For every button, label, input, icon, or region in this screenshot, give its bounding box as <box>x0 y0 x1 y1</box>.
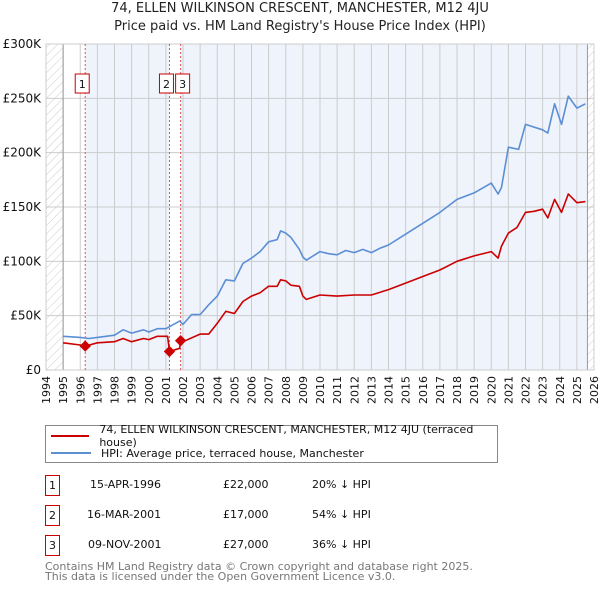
sale-point <box>163 345 176 358</box>
sale-badge: 1 <box>45 475 60 496</box>
x-tick-label: 2018 <box>451 376 464 404</box>
x-tick-label: 2022 <box>520 376 533 404</box>
x-tick-label: 2005 <box>228 376 241 404</box>
sale-date: 15-APR-1996 <box>90 478 162 491</box>
x-tick-label: 2007 <box>263 376 276 404</box>
price-chart: 1 2 3 1994 1995 1996 1997 1998 1999 2000 2001 2002 2… <box>3 37 600 404</box>
footer-copyright: Contains HM Land Registry data © Crown c… <box>45 560 473 573</box>
sale-label-box <box>175 73 191 94</box>
x-tick-label: 2006 <box>246 376 259 404</box>
sale-price: £27,000 <box>223 538 269 551</box>
footer-licence: This data is licensed under the Open Gov… <box>45 570 396 583</box>
sale-date: 16-MAR-2001 <box>87 508 162 521</box>
sale-label: 3 <box>179 78 186 91</box>
legend-label: HPI: Average price, terraced house, Manc… <box>101 446 364 460</box>
x-tick-label: 2011 <box>331 376 344 404</box>
transaction-row: 3 09-NOV-2001 £27,000 36% ↓ HPI <box>45 535 505 556</box>
legend-swatch-property <box>51 435 90 437</box>
legend: 74, ELLEN WILKINSON CRESCENT, MANCHESTER… <box>45 423 498 463</box>
y-tick-label: £150K <box>3 200 43 214</box>
x-tick-label: 1996 <box>74 376 87 404</box>
x-tick-label: 2008 <box>280 376 293 404</box>
x-tick-label: 2002 <box>177 376 190 404</box>
x-tick-label: 2001 <box>160 376 173 404</box>
chart-title: 74, ELLEN WILKINSON CRESCENT, MANCHESTER… <box>111 1 489 16</box>
sale-label-box <box>158 73 174 94</box>
legend-item-property: 74, ELLEN WILKINSON CRESCENT, MANCHESTER… <box>46 423 497 449</box>
sale-hpi-diff: 54% ↓ HPI <box>312 508 371 521</box>
y-tick-label: £250K <box>3 91 43 105</box>
x-tick-label: 2009 <box>297 376 310 404</box>
y-tick-label: £100K <box>3 254 43 268</box>
property-series-line <box>62 193 586 353</box>
x-tick-label: 2019 <box>468 376 481 404</box>
x-tick-label: 2025 <box>571 376 584 404</box>
sale-price: £22,000 <box>223 478 269 491</box>
x-tick-label: 2014 <box>383 376 396 404</box>
sale-price: £17,000 <box>223 508 269 521</box>
sale-label: 1 <box>79 78 86 91</box>
x-tick-label: 2010 <box>314 376 327 404</box>
sale-label: 2 <box>163 78 170 91</box>
transaction-row: 2 16-MAR-2001 £17,000 54% ↓ HPI <box>45 505 505 526</box>
y-tick-label: £200K <box>3 146 43 160</box>
legend-swatch-hpi <box>51 452 91 454</box>
y-tick-label: £50K <box>10 309 42 323</box>
x-tick-label: 2004 <box>211 376 224 404</box>
x-tick-label: 2016 <box>417 376 430 404</box>
x-tick-label: 1994 <box>40 376 53 404</box>
x-tick-label: 2015 <box>400 376 413 404</box>
x-tick-label: 1998 <box>109 376 122 404</box>
sale-label-box <box>74 73 90 94</box>
sale-date: 09-NOV-2001 <box>88 538 162 551</box>
sale-badge: 3 <box>45 535 60 556</box>
legend-label: 74, ELLEN WILKINSON CRESCENT, MANCHESTER… <box>99 423 474 449</box>
legend-item-hpi: HPI: Average price, terraced house, Manc… <box>46 445 364 461</box>
transaction-row: 1 15-APR-1996 £22,000 20% ↓ HPI <box>45 475 505 496</box>
sale-badge: 2 <box>45 505 60 526</box>
sale-hpi-diff: 20% ↓ HPI <box>312 478 371 491</box>
x-tick-label: 1995 <box>57 376 70 404</box>
x-tick-label: 1997 <box>91 376 104 404</box>
x-tick-label: 2020 <box>485 376 498 404</box>
x-tick-label: 1999 <box>126 376 139 404</box>
hpi-series-line <box>63 95 586 340</box>
x-tick-label: 2012 <box>348 376 361 404</box>
y-tick-label: £300K <box>3 37 43 51</box>
x-tick-label: 2000 <box>143 376 156 404</box>
x-tick-label: 2013 <box>365 376 378 404</box>
x-tick-label: 2003 <box>194 376 207 404</box>
y-tick-label: £0 <box>26 363 41 377</box>
plot-border <box>45 43 595 371</box>
x-tick-label: 2021 <box>502 376 515 404</box>
sale-point <box>174 335 187 347</box>
x-tick-label: 2026 <box>588 376 600 404</box>
x-tick-label: 2023 <box>537 376 550 404</box>
sale-hpi-diff: 36% ↓ HPI <box>312 538 371 551</box>
x-tick-label: 2017 <box>434 376 447 404</box>
x-tick-label: 2024 <box>554 376 567 404</box>
chart-subtitle: Price paid vs. HM Land Registry's House … <box>114 19 486 34</box>
